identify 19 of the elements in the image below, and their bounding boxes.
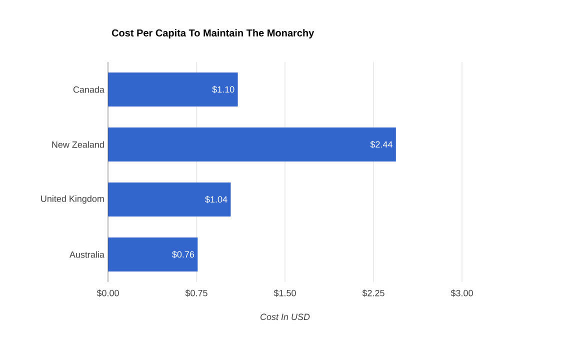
y-tick-label: New Zealand <box>52 141 104 148</box>
bar <box>108 182 231 217</box>
x-tick-label: $0.00 <box>96 290 119 297</box>
x-tick-label: $2.25 <box>362 290 384 297</box>
x-tick-label: $0.75 <box>185 290 208 297</box>
x-tick-label: $3.00 <box>450 290 473 297</box>
y-tick-label: Australia <box>69 251 104 258</box>
data-label: $0.76 <box>172 250 194 258</box>
x-tick-label: $1.50 <box>274 290 296 297</box>
x-axis-title: Cost In USD <box>260 314 310 320</box>
y-tick-label: United Kingdom <box>41 195 104 204</box>
bar <box>108 72 238 107</box>
bar <box>108 237 198 272</box>
data-label: $1.10 <box>212 86 234 94</box>
y-tick-label: Canada <box>73 86 104 93</box>
chart-title: Cost Per Capita To Maintain The Monarchy <box>112 29 314 38</box>
bar <box>108 127 396 162</box>
data-label: $2.44 <box>370 140 392 148</box>
data-label: $1.04 <box>205 196 228 204</box>
